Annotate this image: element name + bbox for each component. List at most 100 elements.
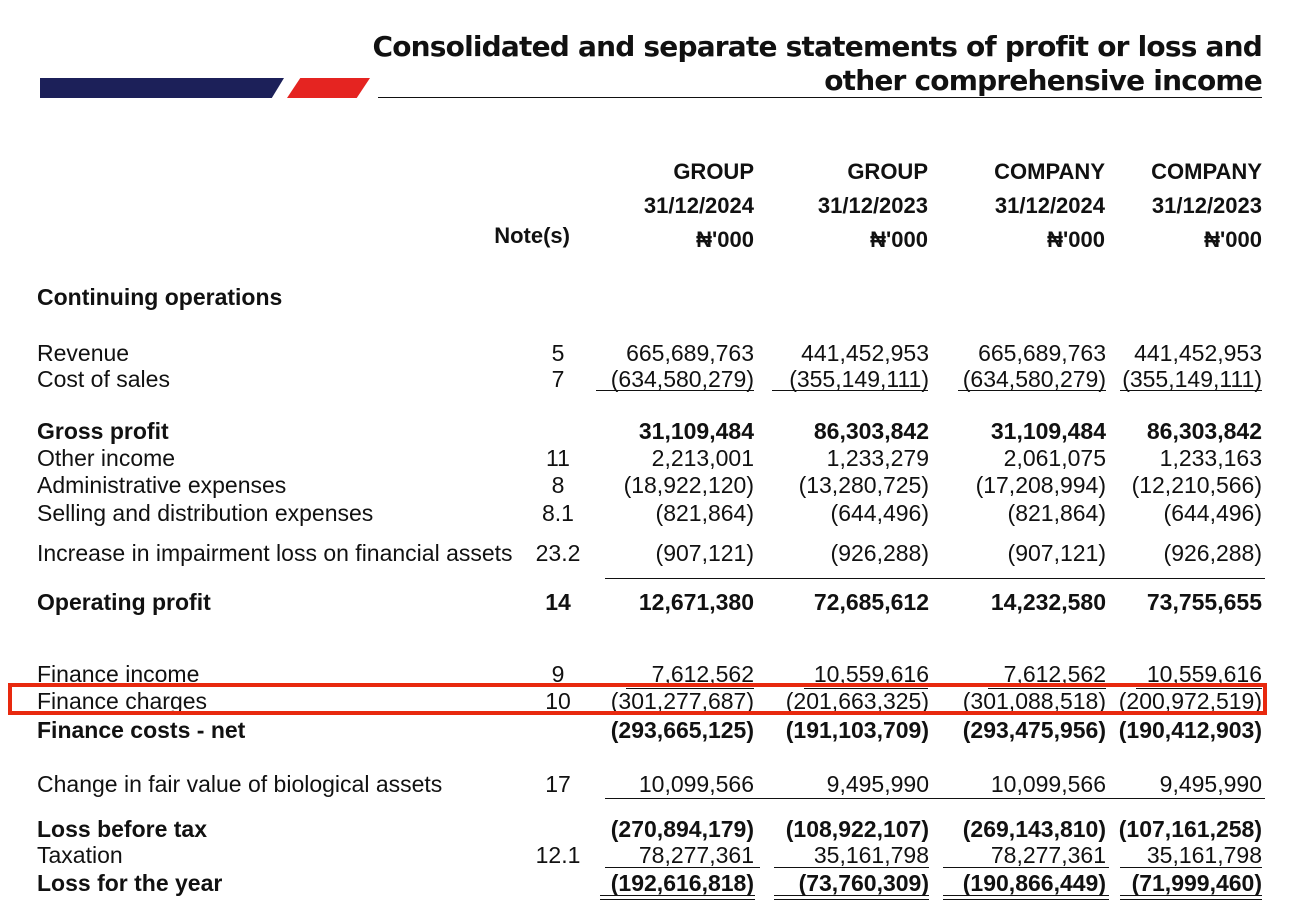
column-entity: COMPANY: [1151, 159, 1262, 184]
row-value: 73,755,655: [1146, 589, 1262, 615]
column-header-2: GROUP 31/12/2023 ₦'000: [728, 155, 928, 257]
row-label: Revenue: [37, 340, 130, 366]
rule-loss-year-4: [1120, 895, 1262, 900]
row-value: (355,149,111): [789, 366, 929, 392]
row-value: (821,864): [1007, 500, 1106, 526]
row-value: 2,213,001: [651, 445, 754, 471]
row-label: Taxation: [37, 842, 123, 868]
row-label: Administrative expenses: [37, 472, 287, 498]
rule-taxation-4: [1120, 867, 1262, 868]
row-label: Operating profit: [37, 589, 211, 615]
rule-cost-of-sales-1: [596, 390, 754, 391]
row-value: (301,088,518): [962, 688, 1106, 714]
rule-taxation-3: [943, 867, 1109, 868]
row-value: (108,922,107): [785, 816, 929, 842]
row-value: (926,288): [1163, 540, 1262, 566]
row-value: (190,866,449): [962, 870, 1106, 896]
row-value: (907,121): [655, 540, 754, 566]
row-label: Change in fair value of biological asset…: [37, 771, 443, 797]
row-value: (301,277,687): [610, 688, 754, 714]
row-value: 35,161,798: [1146, 842, 1262, 868]
page-title-line2: other comprehensive income: [824, 64, 1263, 97]
column-unit: ₦'000: [1047, 227, 1105, 252]
row-value: (190,412,903): [1118, 717, 1262, 743]
column-entity: COMPANY: [994, 159, 1105, 184]
row-value: 10,099,566: [990, 771, 1106, 797]
column-unit: ₦'000: [870, 227, 928, 252]
row-value: (644,496): [1163, 500, 1262, 526]
row-value: (201,663,325): [785, 688, 929, 714]
rule-taxation-2: [774, 867, 929, 868]
row-value: (270,894,179): [610, 816, 754, 842]
rule-operating: [605, 578, 1265, 579]
row-label: Finance costs - net: [37, 717, 246, 743]
row-value: 31,109,484: [638, 418, 754, 444]
row-value: 78,277,361: [990, 842, 1106, 868]
row-value: (269,143,810): [962, 816, 1106, 842]
row-value: 10,559,616: [1146, 661, 1262, 687]
row-value: 10,099,566: [638, 771, 754, 797]
row-note: 8: [551, 472, 565, 498]
row-label: Loss for the year: [37, 870, 223, 896]
column-header-3: COMPANY 31/12/2024 ₦'000: [905, 155, 1105, 257]
column-entity: GROUP: [847, 159, 928, 184]
column-date: 31/12/2023: [817, 193, 928, 218]
row-label: Other income: [37, 445, 176, 471]
row-value: 35,161,798: [813, 842, 929, 868]
page-title-line1: Consolidated and separate statements of …: [372, 30, 1262, 63]
row-label: Cost of sales: [37, 366, 170, 392]
row-value: 441,452,953: [1134, 340, 1262, 366]
row-note: 14: [545, 589, 571, 615]
row-label: Finance charges: [37, 688, 208, 714]
row-value: 665,689,763: [626, 340, 754, 366]
column-unit: ₦'000: [1204, 227, 1262, 252]
row-value: 12,671,380: [638, 589, 754, 615]
row-note: 17: [545, 771, 571, 797]
row-value: (12,210,566): [1131, 472, 1262, 498]
row-value: (73,760,309): [798, 870, 929, 896]
rule-taxation-1: [605, 867, 760, 868]
row-value: (634,580,279): [610, 366, 754, 392]
rule-cost-of-sales-2: [772, 390, 928, 391]
rule-loss-year-1: [600, 895, 755, 900]
column-date: 31/12/2024: [643, 193, 754, 218]
row-value: 78,277,361: [638, 842, 754, 868]
row-note: 5: [551, 340, 565, 366]
row-note: 7: [551, 366, 565, 392]
column-header-1: GROUP 31/12/2024 ₦'000: [554, 155, 754, 257]
rule-finance-income-3: [988, 688, 1106, 689]
row-note: 8.1: [542, 500, 574, 526]
row-label: Finance income: [37, 661, 200, 687]
row-value: (17,208,994): [975, 472, 1106, 498]
row-value: 86,303,842: [1146, 418, 1262, 444]
title-underline: [378, 97, 1262, 98]
row-label: Increase in impairment loss on financial…: [37, 540, 513, 566]
row-note: 12.1: [535, 842, 581, 868]
row-value: 7,612,562: [651, 661, 754, 687]
row-note: 23.2: [535, 540, 581, 566]
rule-biological: [605, 798, 1265, 799]
row-note: 9: [551, 661, 565, 687]
row-value: (107,161,258): [1118, 816, 1262, 842]
row-value: 1,233,279: [826, 445, 929, 471]
row-label: Selling and distribution expenses: [37, 500, 374, 526]
rule-finance-income-2: [804, 688, 928, 689]
row-value: (634,580,279): [962, 366, 1106, 392]
column-header-4: COMPANY 31/12/2023 ₦'000: [1062, 155, 1262, 257]
row-note: 11: [546, 445, 570, 471]
page-title: Consolidated and separate statements of …: [372, 30, 1262, 98]
row-value: (293,665,125): [610, 717, 754, 743]
row-value: 14,232,580: [990, 589, 1106, 615]
rule-cost-of-sales-3: [958, 390, 1106, 391]
rule-finance-income-4: [1136, 688, 1262, 689]
row-value: 10,559,616: [813, 661, 929, 687]
column-date: 31/12/2024: [994, 193, 1105, 218]
highlight-box-finance-charges: [8, 683, 1267, 715]
row-value: 441,452,953: [801, 340, 929, 366]
row-value: (192,616,818): [610, 870, 754, 896]
rule-finance-income-1: [626, 688, 754, 689]
row-value: 72,685,612: [813, 589, 929, 615]
row-value: (644,496): [830, 500, 929, 526]
column-unit: ₦'000: [696, 227, 754, 252]
row-value: (293,475,956): [962, 717, 1106, 743]
